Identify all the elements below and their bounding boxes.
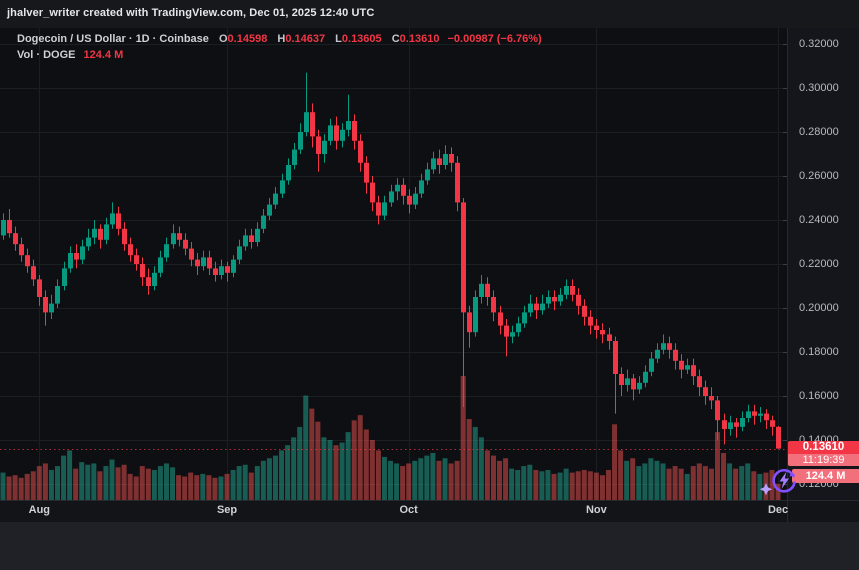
symbol-legend: Dogecoin / US Dollar · 1D · Coinbase O0.…	[17, 31, 542, 63]
price-tick-label: 0.28000	[799, 126, 839, 138]
streak-flash-icon[interactable]	[758, 462, 800, 498]
price-tick-label: 0.16000	[799, 390, 839, 402]
volume-label: Vol · DOGE	[17, 49, 76, 61]
month-label: Oct	[399, 504, 418, 516]
close-label: C	[391, 33, 400, 45]
volume-badge: 124.4 M	[792, 469, 859, 483]
high-value: 0.14637	[285, 33, 326, 45]
open-value: 0.14598	[227, 33, 268, 45]
volume-row: Vol · DOGE 124.4 M	[17, 47, 542, 63]
symbol-row: Dogecoin / US Dollar · 1D · Coinbase O0.…	[17, 31, 542, 47]
price-tick-label: 0.22000	[799, 258, 839, 270]
attribution-text: jhalver_writer created with TradingView.…	[7, 7, 375, 19]
price-tick-label: 0.24000	[799, 214, 839, 226]
last-price-value: 0.13610	[788, 441, 859, 454]
volume-value: 124.4 M	[83, 49, 124, 61]
month-label: Dec	[767, 504, 789, 516]
attribution-bar: jhalver_writer created with TradingView.…	[0, 0, 859, 28]
open-label: O	[218, 33, 228, 45]
candlestick-chart-canvas[interactable]	[0, 28, 859, 522]
price-tick-label: 0.26000	[799, 170, 839, 182]
price-tick-label: 0.32000	[799, 38, 839, 50]
month-label: Nov	[585, 504, 607, 516]
bar-countdown-timer: 11:19:39	[788, 454, 859, 466]
change-value: −0.00987 (−6.76%)	[447, 33, 542, 45]
price-tick-label: 0.30000	[799, 82, 839, 94]
symbol-title[interactable]: Dogecoin / US Dollar · 1D · Coinbase	[17, 33, 209, 45]
last-price-badge: 0.13610 11:19:39	[788, 441, 859, 466]
footer-bar: TradingView	[0, 522, 859, 570]
low-value: 0.13605	[341, 33, 382, 45]
low-label: L	[335, 33, 342, 45]
close-value: 0.13610	[399, 33, 440, 45]
time-axis[interactable]	[0, 500, 787, 522]
price-tick-label: 0.18000	[799, 346, 839, 358]
month-label: Aug	[28, 504, 51, 516]
high-label: H	[277, 33, 286, 45]
month-label: Sep	[216, 504, 238, 516]
price-tick-label: 0.20000	[799, 302, 839, 314]
